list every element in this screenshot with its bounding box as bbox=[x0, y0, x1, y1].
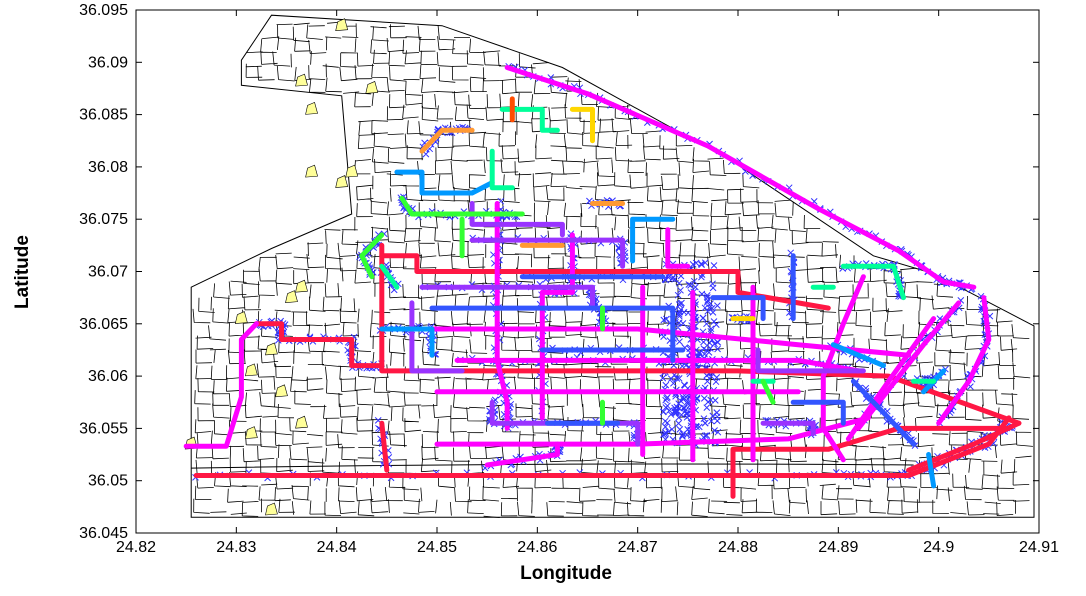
y-axis-label: Latitude bbox=[12, 235, 33, 309]
route-line-1 bbox=[193, 415, 1012, 478]
route-line-19 bbox=[539, 232, 575, 421]
route-line-15 bbox=[494, 201, 510, 431]
route-line-34 bbox=[710, 295, 766, 322]
route-line-49 bbox=[840, 263, 906, 301]
building-patch bbox=[335, 175, 349, 188]
route-line-21 bbox=[855, 300, 962, 431]
x-tick-label: 24.88 bbox=[718, 539, 758, 556]
route-line-20 bbox=[820, 274, 866, 463]
y-tick-label: 36.065 bbox=[79, 316, 128, 333]
x-tick-label: 24.83 bbox=[216, 539, 256, 556]
building-patch bbox=[305, 101, 318, 115]
route-line-53 bbox=[399, 195, 525, 217]
route-line-24 bbox=[665, 227, 691, 269]
route-line-23 bbox=[936, 295, 992, 426]
x-axis-label: Longitude bbox=[520, 563, 612, 584]
building-patch bbox=[295, 415, 308, 429]
y-tick-label: 36.08 bbox=[88, 159, 128, 176]
route-line-44 bbox=[926, 452, 937, 489]
x-tick-label: 24.87 bbox=[618, 539, 658, 556]
route-line-5 bbox=[379, 420, 390, 473]
x-tick-label: 24.82 bbox=[116, 539, 156, 556]
coast-road bbox=[191, 463, 914, 469]
building-patch bbox=[245, 426, 258, 439]
building-patch bbox=[265, 342, 278, 356]
route-line-59 bbox=[419, 127, 475, 154]
y-tick-label: 36.07 bbox=[88, 264, 128, 281]
y-tick-label: 36.095 bbox=[79, 2, 128, 19]
route-line-26 bbox=[409, 300, 465, 374]
y-tick-label: 36.09 bbox=[88, 54, 128, 71]
route-line-2 bbox=[379, 242, 1022, 426]
building-patch bbox=[335, 18, 349, 32]
route-line-55 bbox=[359, 232, 385, 280]
route-line-46 bbox=[499, 106, 560, 133]
y-tick-label: 36.055 bbox=[79, 420, 128, 437]
route-line-37 bbox=[850, 378, 917, 447]
route-line-62 bbox=[569, 106, 595, 144]
building-patch bbox=[365, 81, 379, 94]
building-patch bbox=[245, 363, 258, 377]
route-line-9 bbox=[504, 65, 977, 290]
route-line-11 bbox=[484, 441, 560, 468]
building-patch bbox=[275, 384, 288, 398]
building-patches bbox=[184, 18, 379, 516]
route-line-36 bbox=[790, 399, 846, 426]
route-line-30 bbox=[755, 347, 866, 374]
building-patch bbox=[234, 311, 248, 324]
route-line-56 bbox=[760, 378, 776, 405]
y-tick-label: 36.085 bbox=[79, 107, 128, 124]
route-line-31 bbox=[760, 420, 816, 437]
route-line-22 bbox=[845, 316, 937, 442]
x-axis: 24.82 24.83 24.84 24.85 24.86 24.87 24.88 24.89… bbox=[116, 10, 1059, 556]
route-lines bbox=[183, 65, 1022, 499]
y-tick-label: 36.06 bbox=[88, 368, 128, 385]
route-line-3 bbox=[253, 321, 385, 369]
building-patch bbox=[295, 73, 308, 87]
x-tick-label: 24.91 bbox=[1019, 539, 1059, 556]
route-line-27 bbox=[419, 284, 595, 311]
x-tick-label: 24.86 bbox=[517, 539, 557, 556]
building-patch bbox=[285, 290, 298, 303]
y-tick-label: 36.045 bbox=[79, 525, 128, 542]
building-patch bbox=[345, 164, 359, 178]
route-line-40 bbox=[394, 169, 495, 196]
x-tick-label: 24.89 bbox=[818, 539, 858, 556]
route-line-43 bbox=[830, 342, 886, 369]
route-line-47 bbox=[379, 263, 400, 290]
building-patch bbox=[295, 279, 308, 293]
y-tick-label: 36.05 bbox=[88, 473, 128, 490]
y-tick-label: 36.075 bbox=[79, 211, 128, 228]
route-line-52 bbox=[489, 148, 515, 191]
route-line-42 bbox=[630, 216, 676, 264]
route-line-8 bbox=[183, 321, 259, 449]
building-patch bbox=[305, 164, 318, 178]
route-line-32 bbox=[429, 305, 676, 363]
y-axis: 36.045 36.05 36.055 36.06 36.065 36.07 36.075 3… bbox=[79, 2, 1039, 542]
x-tick-label: 24.9 bbox=[923, 539, 954, 556]
route-line-10 bbox=[434, 415, 871, 447]
route-line-25 bbox=[469, 237, 626, 269]
route-line-6 bbox=[730, 425, 1012, 499]
x-tick-label: 24.84 bbox=[317, 539, 357, 556]
x-tick-label: 24.85 bbox=[417, 539, 457, 556]
route-line-41 bbox=[379, 326, 435, 358]
building-patch bbox=[265, 502, 278, 516]
